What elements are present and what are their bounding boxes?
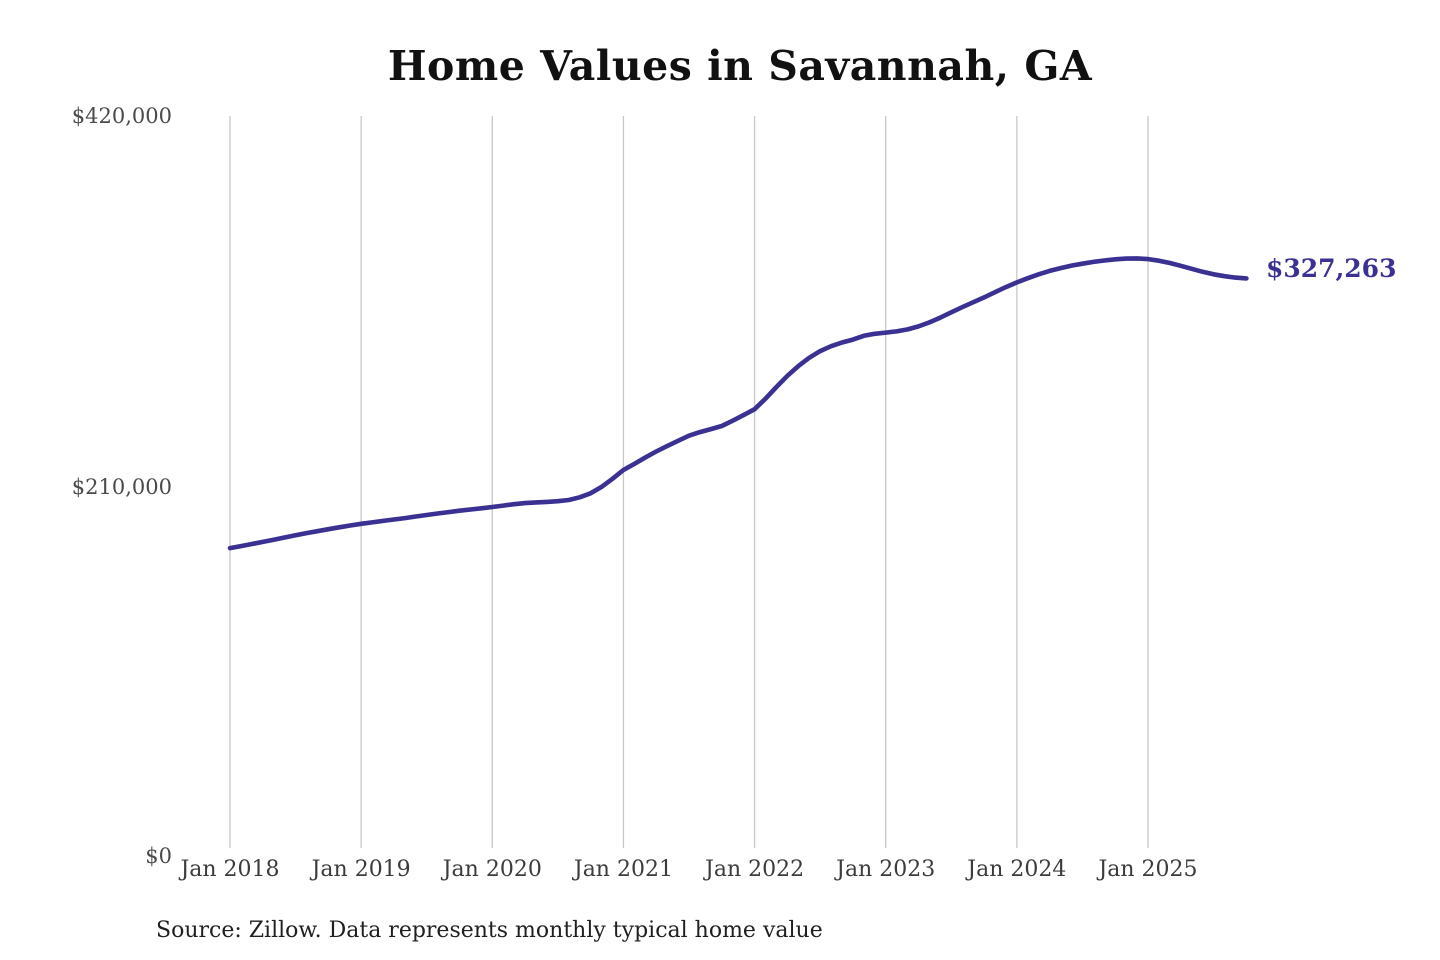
latest-value-label: $327,263 [1266, 254, 1397, 283]
x-axis-tick-label: Jan 2024 [967, 857, 1067, 882]
x-axis-tick-label: Jan 2023 [836, 857, 936, 882]
y-axis-tick-label-0: $0 [145, 844, 172, 868]
x-axis-tick-label: Jan 2018 [180, 857, 280, 882]
y-axis-tick-label-210000: $210,000 [71, 475, 172, 499]
x-axis-tick-label: Jan 2025 [1098, 857, 1198, 882]
x-axis-tick-label: Jan 2021 [573, 857, 673, 882]
x-axis-tick-label: Jan 2020 [442, 857, 542, 882]
chart-title: Home Values in Savannah, GA [387, 42, 1093, 90]
home-value-line-series [227, 256, 1249, 551]
x-axis-tick-label: Jan 2022 [705, 857, 805, 882]
x-axis-tick-label: Jan 2019 [311, 857, 411, 882]
source-note: Source: Zillow. Data represents monthly … [156, 918, 823, 943]
y-axis-tick-label-420000: $420,000 [71, 104, 172, 128]
